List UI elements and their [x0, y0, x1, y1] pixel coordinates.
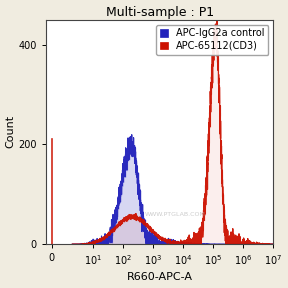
X-axis label: R660-APC-A: R660-APC-A — [127, 272, 193, 283]
Legend: APC-IgG2a control, APC-65112(CD3): APC-IgG2a control, APC-65112(CD3) — [156, 24, 268, 55]
Y-axis label: Count: Count — [5, 115, 16, 148]
Text: WWW.PTGLAB.COM: WWW.PTGLAB.COM — [145, 212, 206, 217]
Title: Multi-sample : P1: Multi-sample : P1 — [105, 5, 214, 18]
